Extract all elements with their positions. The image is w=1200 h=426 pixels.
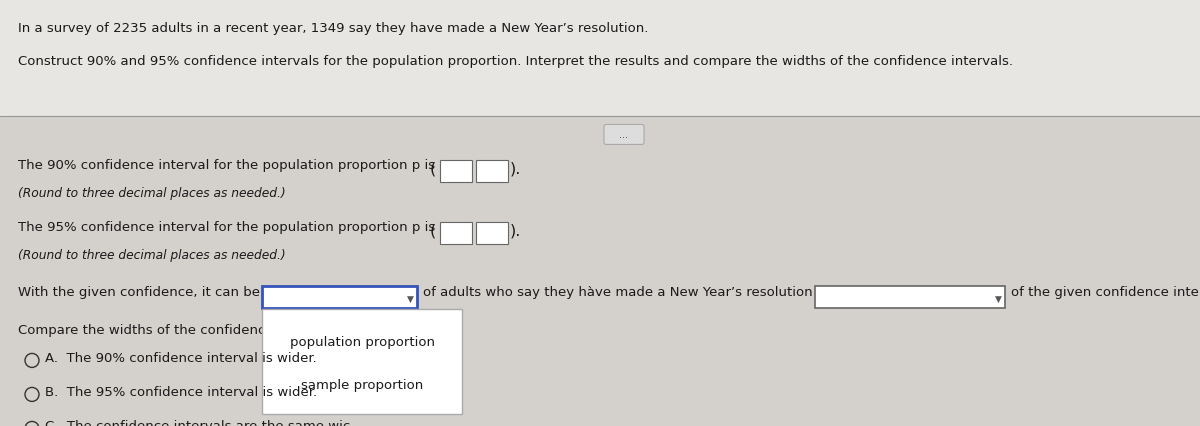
Text: (: ( <box>430 161 437 176</box>
Text: The 90% confidence interval for the population proportion p is: The 90% confidence interval for the popu… <box>18 159 436 172</box>
Bar <box>476 223 508 245</box>
Text: (Round to three decimal places as needed.): (Round to three decimal places as needed… <box>18 249 286 262</box>
Bar <box>262 287 418 309</box>
Text: Construct 90% and 95% confidence intervals for the population proportion. Interp: Construct 90% and 95% confidence interva… <box>18 55 1013 68</box>
Text: Compare the widths of the confidence intervals. C: Compare the widths of the confidence int… <box>18 324 353 337</box>
Text: of the given confidence interval.: of the given confidence interval. <box>1010 286 1200 299</box>
Text: ...: ... <box>619 130 629 140</box>
Bar <box>262 310 462 414</box>
Bar <box>0 0 1200 117</box>
Bar <box>815 287 1006 309</box>
FancyBboxPatch shape <box>604 125 644 145</box>
Bar <box>476 161 508 183</box>
Text: ▼: ▼ <box>995 294 1002 303</box>
Bar <box>0 117 1200 426</box>
Text: (Round to three decimal places as needed.): (Round to three decimal places as needed… <box>18 187 286 200</box>
Text: ).: ). <box>510 223 521 238</box>
Text: The 95% confidence interval for the population proportion p is: The 95% confidence interval for the popu… <box>18 221 436 234</box>
Text: In a survey of 2235 adults in a recent year, 1349 say they have made a New Year’: In a survey of 2235 adults in a recent y… <box>18 22 648 35</box>
Bar <box>440 161 472 183</box>
Text: With the given confidence, it can be said that the: With the given confidence, it can be sai… <box>18 286 349 299</box>
Text: ▼: ▼ <box>407 294 414 303</box>
Text: B.  The 95% confidence interval is wider.: B. The 95% confidence interval is wider. <box>46 386 317 398</box>
Text: population proportion: population proportion <box>289 335 434 348</box>
Bar <box>440 223 472 245</box>
Text: (: ( <box>430 223 437 238</box>
Text: A.  The 90% confidence interval is wider.: A. The 90% confidence interval is wider. <box>46 351 317 365</box>
Text: C.  The confidence intervals are the same wic: C. The confidence intervals are the same… <box>46 420 350 426</box>
Text: of adults who say they hàve made a New Year’s resolution is: of adults who say they hàve made a New Y… <box>424 286 828 299</box>
Text: sample proportion: sample proportion <box>301 378 424 391</box>
Text: ).: ). <box>510 161 521 176</box>
